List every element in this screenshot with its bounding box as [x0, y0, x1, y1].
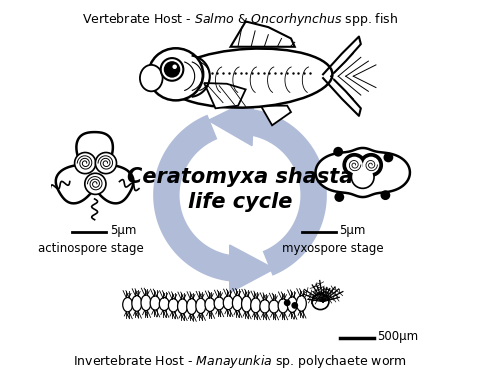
Ellipse shape	[167, 49, 333, 108]
Ellipse shape	[168, 299, 179, 312]
Polygon shape	[315, 148, 410, 197]
Ellipse shape	[278, 299, 288, 313]
Text: actinospore stage: actinospore stage	[38, 241, 144, 255]
Circle shape	[85, 173, 106, 194]
Ellipse shape	[214, 297, 224, 310]
Ellipse shape	[159, 298, 169, 310]
Ellipse shape	[141, 295, 151, 311]
Ellipse shape	[312, 294, 329, 310]
Polygon shape	[204, 83, 246, 108]
Text: myxospore stage: myxospore stage	[282, 241, 384, 255]
Polygon shape	[153, 114, 238, 282]
Circle shape	[172, 64, 177, 69]
Ellipse shape	[196, 298, 206, 313]
Circle shape	[360, 153, 383, 176]
Ellipse shape	[269, 300, 279, 313]
Circle shape	[384, 152, 393, 162]
Polygon shape	[261, 106, 291, 125]
Text: 5μm: 5μm	[339, 224, 365, 237]
Ellipse shape	[178, 299, 188, 314]
Circle shape	[343, 153, 366, 176]
Ellipse shape	[132, 296, 142, 311]
Circle shape	[363, 157, 379, 173]
Text: Vertebrate Host - $\mathit{Salmo}$ & $\mathit{Oncorhynchus}$ spp. fish: Vertebrate Host - $\mathit{Salmo}$ & $\m…	[82, 11, 398, 28]
Circle shape	[96, 152, 117, 174]
Text: 500μm: 500μm	[377, 329, 418, 343]
Text: 5μm: 5μm	[110, 224, 136, 237]
Polygon shape	[323, 78, 361, 116]
Ellipse shape	[123, 298, 132, 312]
Ellipse shape	[241, 296, 252, 312]
Circle shape	[333, 147, 343, 157]
Ellipse shape	[232, 296, 242, 311]
Circle shape	[291, 302, 298, 309]
Ellipse shape	[150, 296, 160, 310]
Ellipse shape	[205, 298, 215, 312]
Circle shape	[346, 157, 363, 173]
Ellipse shape	[287, 297, 297, 312]
Polygon shape	[242, 108, 327, 276]
Ellipse shape	[251, 298, 261, 313]
Polygon shape	[56, 132, 133, 204]
Text: Invertebrate Host - $\mathit{Manayunkia}$ sp. polychaete worm: Invertebrate Host - $\mathit{Manayunkia}…	[73, 353, 407, 370]
Circle shape	[74, 152, 96, 174]
Ellipse shape	[140, 65, 163, 91]
Polygon shape	[208, 98, 254, 146]
Circle shape	[165, 62, 180, 77]
Circle shape	[284, 299, 290, 306]
Ellipse shape	[260, 300, 270, 313]
Ellipse shape	[148, 48, 203, 100]
Ellipse shape	[223, 296, 233, 310]
Text: Ceratomyxa shasta
life cycle: Ceratomyxa shasta life cycle	[127, 167, 353, 212]
Circle shape	[381, 190, 390, 200]
Ellipse shape	[297, 296, 306, 311]
Circle shape	[351, 166, 374, 188]
Circle shape	[335, 192, 344, 202]
Polygon shape	[230, 22, 295, 47]
Polygon shape	[230, 245, 275, 293]
Polygon shape	[323, 36, 361, 74]
Circle shape	[161, 58, 183, 81]
Ellipse shape	[187, 299, 197, 315]
